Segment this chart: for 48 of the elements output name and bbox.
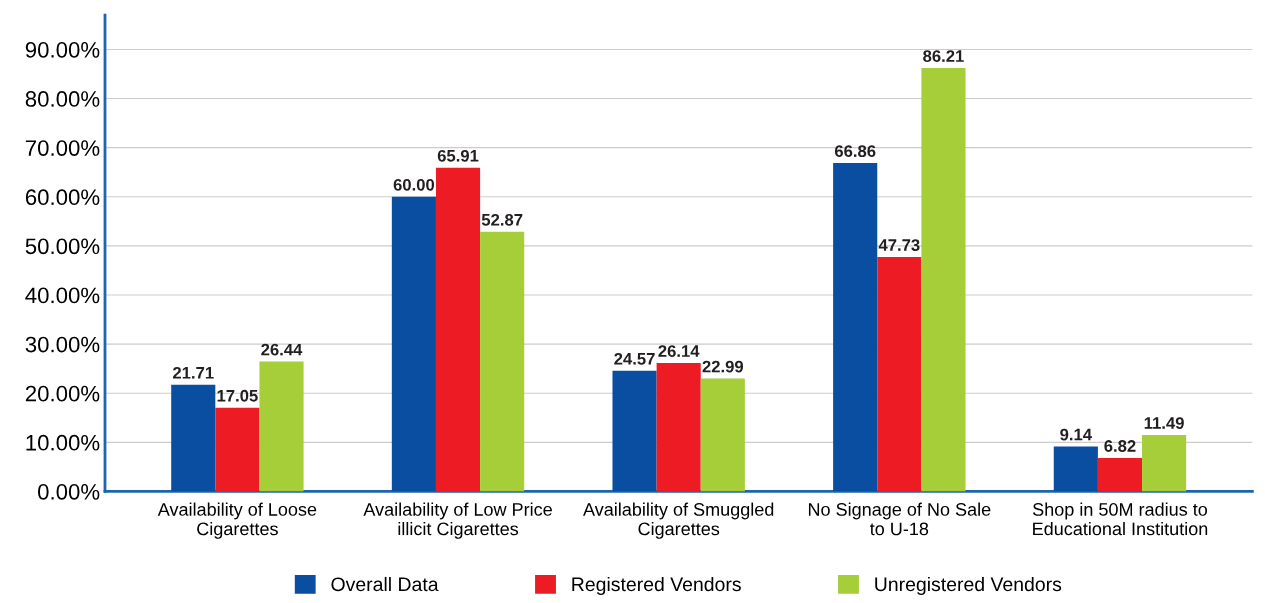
x-tick-label: No Signage of No Sale to U-18 [808,502,991,536]
bar [1053,446,1098,492]
bar [1142,435,1187,492]
bar [1097,457,1143,492]
data-label: 21.71 [172,366,214,379]
legend-label: Registered Vendors [572,576,741,596]
bar [171,384,216,492]
bar [215,407,260,492]
data-label: 47.73 [878,239,920,251]
y-tick-label: 10.00% [26,434,100,451]
y-tick-label: 0.00% [38,483,100,500]
data-label: 26.44 [261,343,303,356]
bar [480,231,525,492]
bar [833,163,878,492]
legend-label: Overall Data [331,576,439,592]
bar [656,363,701,492]
x-tick-label: Availability of Smuggled Cigarettes [583,502,774,539]
bar [921,68,966,492]
y-tick-label: 90.00% [25,41,100,58]
data-label: 24.57 [614,352,655,365]
bar [877,257,922,492]
y-tick-label: 70.00% [25,140,100,156]
data-label: 17.05 [217,389,258,402]
data-label: 86.21 [923,50,964,62]
y-tick-label: 50.00% [25,238,100,255]
y-tick-label: 80.00% [25,91,100,107]
legend-label: Unregistered Vendors [875,576,1062,596]
data-label: 9.14 [1060,428,1092,441]
bar [700,378,745,492]
data-label: 60.00 [393,178,435,191]
y-tick-label: 20.00% [25,385,100,402]
bar [391,196,436,492]
data-label: 26.14 [658,345,700,357]
data-label: 11.49 [1144,417,1184,429]
bar [435,167,481,492]
data-label: 6.82 [1104,440,1136,452]
x-tick-label: Availability of Low Price illicit Cigarettes [363,502,552,539]
x-tick-label: Availability of Loose Cigarettes [157,502,317,539]
y-tick-label: 60.00% [25,189,100,206]
data-label: 66.86 [834,145,876,158]
bar [259,361,304,492]
x-tick-label: Shop in 50M radius to Educational Institution [1032,502,1208,536]
data-label: 65.91 [437,149,479,162]
data-label: 22.99 [702,360,744,373]
y-tick-label: 40.00% [25,287,100,304]
data-label: 52.87 [481,213,523,226]
bar [612,370,657,492]
y-tick-label: 30.00% [25,336,100,353]
